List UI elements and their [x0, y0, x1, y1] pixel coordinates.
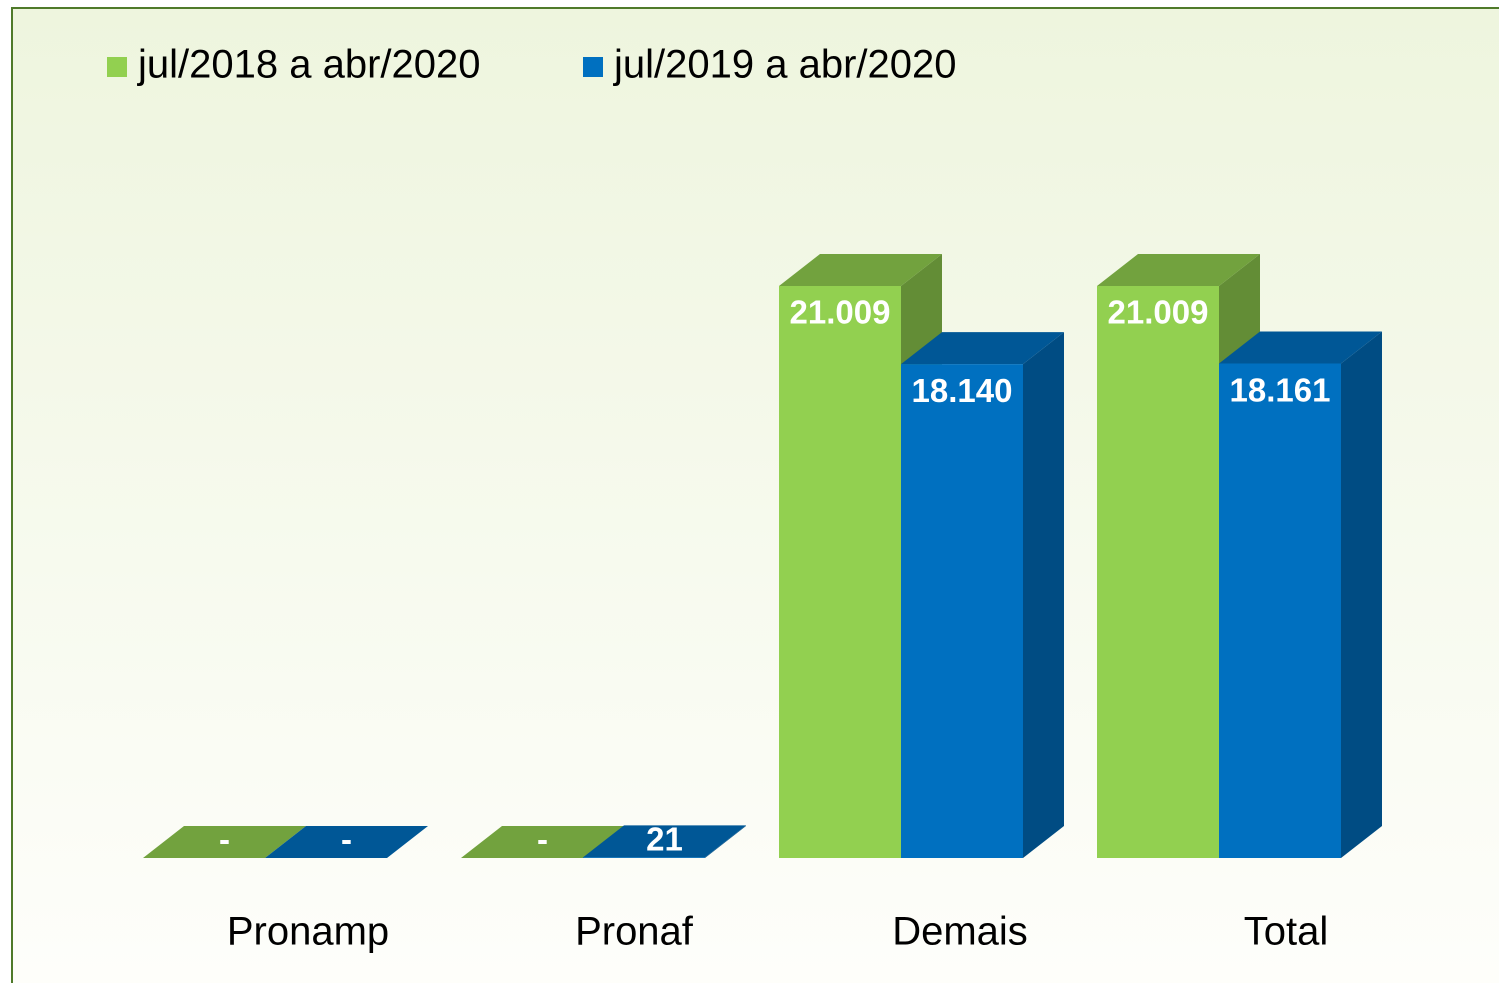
value-label: 21.009	[790, 294, 891, 331]
bar-top	[143, 826, 306, 858]
value-label: 18.140	[912, 372, 1013, 409]
bar	[1219, 331, 1382, 858]
value-label: 21.009	[1108, 294, 1209, 331]
bar	[583, 825, 746, 858]
value-label: -	[537, 821, 548, 858]
bar-front	[583, 857, 705, 858]
value-label: -	[219, 821, 230, 858]
bar-top	[583, 825, 746, 858]
bar	[901, 332, 1064, 858]
value-label: 18.161	[1230, 371, 1331, 408]
value-label: 21	[646, 821, 683, 858]
bar-front	[1097, 286, 1219, 858]
bar	[143, 826, 306, 858]
bar-top	[461, 826, 624, 858]
bar	[461, 826, 624, 858]
bar-side	[705, 825, 746, 858]
x-tick-label: Total	[1244, 910, 1329, 954]
bar-top	[1097, 254, 1260, 286]
x-tick-label: Pronamp	[227, 910, 389, 954]
legend-swatch	[583, 57, 603, 77]
x-tick-label: Demais	[892, 910, 1028, 954]
bar-top	[1219, 331, 1382, 364]
bar-top	[901, 332, 1064, 365]
x-tick-label: Pronaf	[575, 910, 694, 954]
legend-label: jul/2019 a abr/2020	[613, 43, 957, 87]
legend-label: jul/2018 a abr/2020	[137, 43, 481, 87]
bar-front	[779, 286, 901, 858]
value-label: -	[341, 821, 352, 858]
bar	[265, 826, 428, 858]
legend-swatch	[107, 57, 127, 77]
bar-front	[1219, 363, 1341, 858]
bar-top	[265, 826, 428, 858]
bar-front	[901, 364, 1023, 858]
bar-top	[779, 254, 942, 286]
bar-side	[1023, 332, 1064, 858]
bar-side	[1341, 331, 1382, 858]
